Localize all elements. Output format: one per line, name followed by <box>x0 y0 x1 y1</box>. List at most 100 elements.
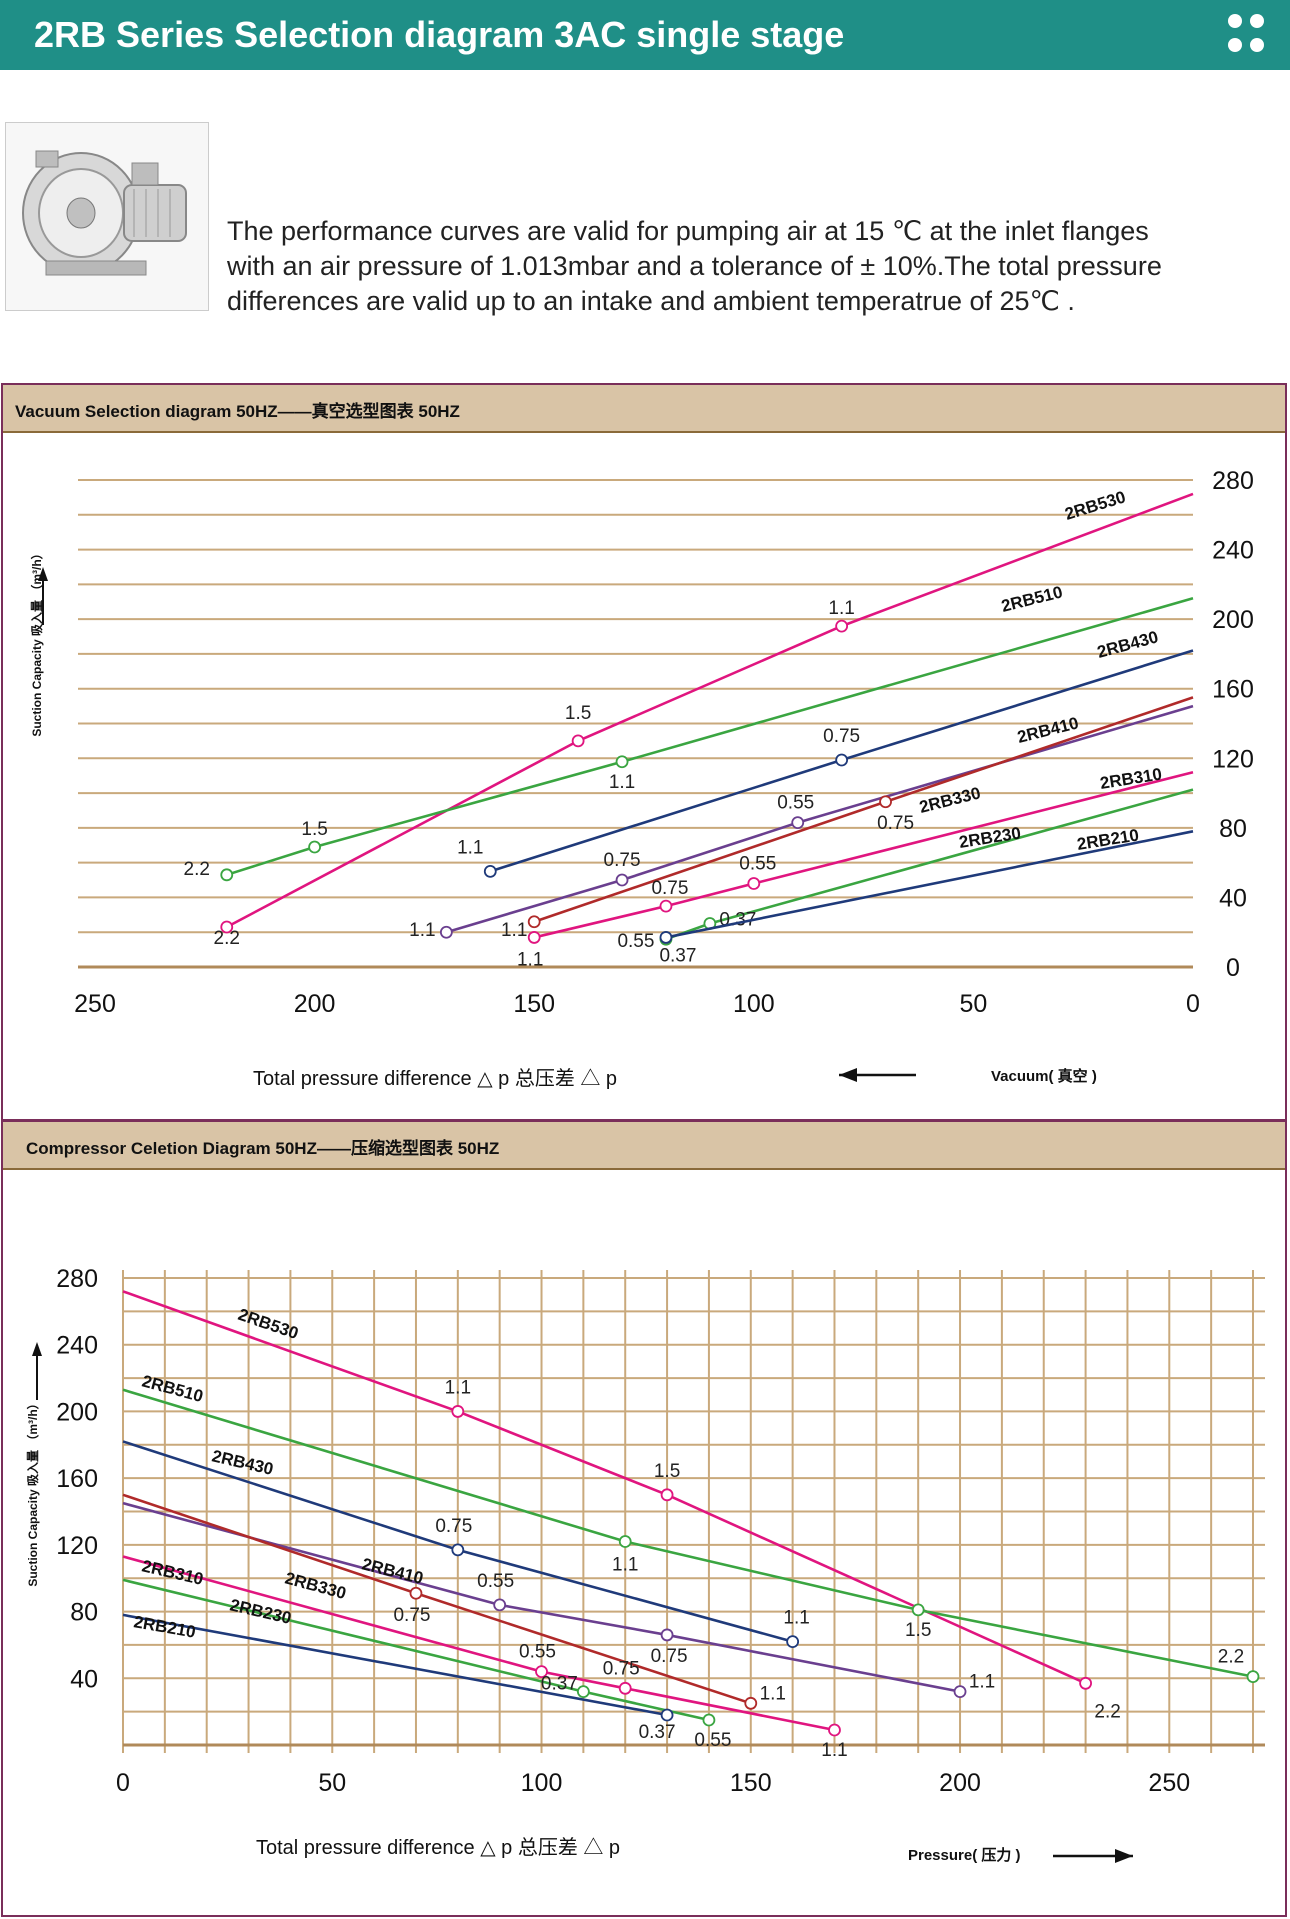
data-point-label: 0.55 <box>777 793 814 814</box>
series-line-2rb530 <box>122 1290 1087 1685</box>
data-point-marker <box>571 734 585 748</box>
data-point-label: 1.1 <box>609 772 635 793</box>
x-tick-label: 150 <box>730 1769 772 1797</box>
data-point-marker <box>527 915 541 929</box>
data-point-label: 1.1 <box>457 837 483 858</box>
data-point-label: 0.75 <box>435 1516 472 1537</box>
series-line-2rb410 <box>122 1501 961 1693</box>
data-point-marker <box>615 755 629 769</box>
series-label-2rb530: 2RB530 <box>1063 487 1128 523</box>
data-point-marker <box>747 877 761 890</box>
data-point-marker <box>660 1488 674 1502</box>
data-point-label: 1.1 <box>517 949 543 970</box>
blower-product-image <box>5 122 209 311</box>
data-point-label: 1.5 <box>301 819 327 840</box>
x-tick-label: 100 <box>733 990 775 1018</box>
series-line-2rb330 <box>533 696 1194 924</box>
y-tick-label: 40 <box>1219 884 1247 912</box>
data-point-marker <box>439 925 453 939</box>
data-point-marker <box>702 1713 716 1727</box>
x-tick-label: 100 <box>521 1769 563 1797</box>
header-banner: 2RB Series Selection diagram 3AC single … <box>0 0 1290 70</box>
data-point-marker <box>483 864 497 878</box>
data-point-label: 0.75 <box>823 726 860 747</box>
y-axis-title: Suction Capacity 吸入量 （m³/h） <box>25 1397 40 1586</box>
data-point-label: 1.1 <box>821 1740 847 1761</box>
data-point-marker <box>493 1598 507 1612</box>
direction-arrowhead-icon <box>1115 1849 1133 1863</box>
y-tick-label: 280 <box>1212 467 1254 495</box>
y-tick-label: 200 <box>56 1398 98 1426</box>
page-title: 2RB Series Selection diagram 3AC single … <box>34 14 845 55</box>
y-tick-label: 0 <box>1226 954 1240 982</box>
y-tick-label: 240 <box>1212 537 1254 565</box>
intro-line: with an air pressure of 1.013mbar and a … <box>227 251 1162 281</box>
series-line-2rb310 <box>533 770 1194 939</box>
vacuum-chart: 0 50 100 150 200 250 0 40 80 120 160 200 240 280 1.1 1.… <box>29 467 1254 1090</box>
data-point-label: 0.37 <box>639 1722 676 1743</box>
y-tick-label: 240 <box>56 1332 98 1360</box>
y-tick-label: 200 <box>1212 606 1254 634</box>
x-axis-title: Total pressure difference △ p 总压差 △ p <box>253 1067 617 1090</box>
data-point-label: 0.55 <box>617 931 654 952</box>
compressor-panel: Compressor Celetion Diagram 50HZ——压缩选型图表… <box>1 1120 1287 1917</box>
data-point-marker <box>1079 1676 1092 1690</box>
y-tick-label: 120 <box>1212 745 1254 773</box>
vacuum-panel-header: Vacuum Selection diagram 50HZ——真空选型图表 50… <box>3 385 1285 433</box>
data-point-marker <box>659 931 673 944</box>
direction-label: Vacuum( 真空 ) <box>991 1067 1097 1085</box>
x-tick-label: 0 <box>1186 990 1200 1018</box>
y-tick-label: 80 <box>1219 815 1247 843</box>
series-line-2rb510 <box>226 597 1194 877</box>
data-point-label: 0.37 <box>541 1674 578 1695</box>
data-point-marker <box>659 899 673 913</box>
data-point-label: 0.75 <box>603 1658 640 1679</box>
series-label-2rb330: 2RB330 <box>283 1569 348 1603</box>
data-point-label: 0.55 <box>519 1642 556 1663</box>
data-point-marker <box>451 1543 465 1557</box>
vacuum-panel: Vacuum Selection diagram 50HZ——真空选型图表 50… <box>1 383 1287 1121</box>
data-point-marker <box>535 1665 548 1679</box>
data-point-label: 0.55 <box>477 1571 514 1592</box>
data-point-marker <box>527 931 541 944</box>
series-line-2rb530 <box>226 492 1194 929</box>
series-line-2rb210 <box>122 1613 668 1717</box>
data-point-label: 0.75 <box>651 878 688 899</box>
x-tick-label: 200 <box>939 1769 981 1797</box>
series-line-2rb510 <box>122 1388 1254 1678</box>
y-axis-arrowhead-icon <box>38 567 48 581</box>
data-point-label: 2.2 <box>184 859 210 880</box>
y-tick-label: 160 <box>56 1465 98 1493</box>
data-point-label: 1.1 <box>409 920 435 941</box>
data-point-label: 0.75 <box>877 813 914 834</box>
data-point-marker <box>953 1685 967 1699</box>
data-point-marker <box>660 1628 674 1642</box>
data-point-label: 1.1 <box>760 1683 786 1704</box>
series-label-2rb430: 2RB430 <box>1095 627 1160 661</box>
y-axis-arrowhead-icon <box>32 1342 42 1356</box>
blower-illustration <box>22 150 187 276</box>
y-tick-label: 160 <box>1212 676 1254 704</box>
x-axis-title: Total pressure difference △ p 总压差 △ p <box>256 1836 620 1859</box>
data-point-label: 1.1 <box>501 920 527 941</box>
data-point-marker <box>618 1681 632 1695</box>
y-tick-label: 120 <box>56 1532 98 1560</box>
data-point-label: 1.1 <box>783 1608 809 1629</box>
data-point-label: 1.1 <box>612 1555 638 1576</box>
data-point-label: 0.55 <box>694 1730 731 1751</box>
data-point-label: 0.55 <box>739 854 776 875</box>
menu-dots-icon[interactable] <box>1222 10 1272 60</box>
data-point-label: 1.1 <box>445 1377 471 1398</box>
data-point-label: 0.75 <box>604 850 641 871</box>
data-point-marker <box>791 816 805 830</box>
direction-arrowhead-icon <box>839 1068 857 1082</box>
data-point-marker <box>660 1708 674 1722</box>
data-point-marker <box>409 1586 423 1600</box>
y-tick-label: 280 <box>56 1265 98 1293</box>
data-point-marker <box>879 795 892 809</box>
data-point-label: 0.75 <box>393 1605 430 1626</box>
x-tick-label: 50 <box>318 1769 346 1797</box>
data-point-marker <box>835 753 849 767</box>
data-point-label: 1.5 <box>654 1461 680 1482</box>
compressor-panel-title: Compressor Celetion Diagram 50HZ——压缩选型图表… <box>26 1139 500 1158</box>
